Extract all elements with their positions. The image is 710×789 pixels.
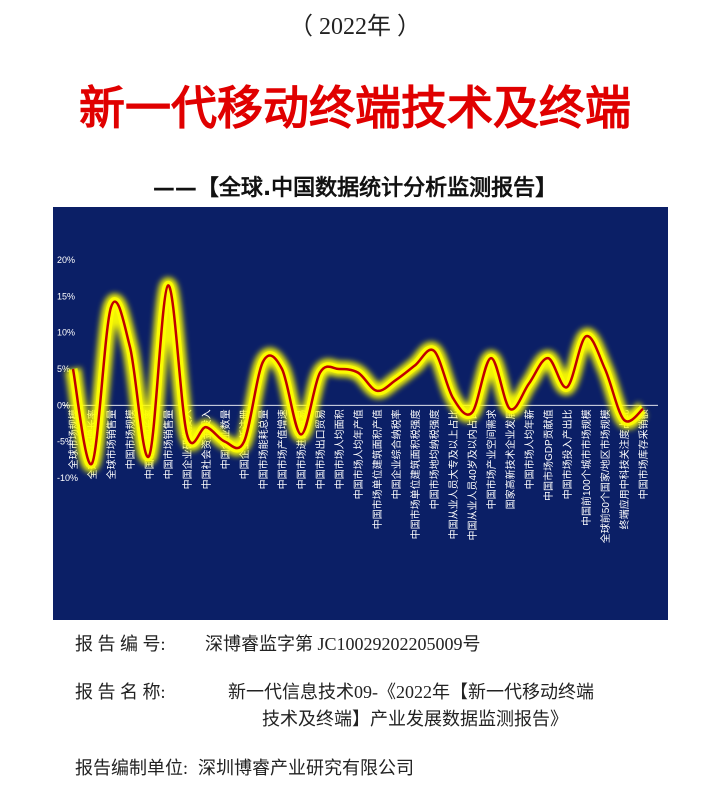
y-tick-label: -5% [57,437,73,447]
line [71,284,644,466]
x-tick-label: 中国市场销售量 [162,409,175,479]
x-tick-label: 中国市场人均年产值 [352,409,365,499]
x-tick-label: 中国市场库存采销额 [637,409,650,499]
report-number: 深博睿监字第 JC10029202205009号 [205,634,481,654]
x-tick-label: 全球前50个国家/地区市场规模 [599,409,612,543]
x-tick-label: 全球市场销售量 [105,409,118,479]
title: 新一代移动终端技术及终端 [79,83,631,134]
x-tick-label: 中国市场地均纳税强度 [428,409,441,509]
x-tick-label: 中国市场能耗总量 [257,409,270,489]
x-tick-label: 中国市场单位建筑面积税强度 [409,409,422,539]
x-tick-label: 终端应用中科技关注度占比 [618,409,631,529]
y-tick-label: 15% [57,291,75,301]
y-tick-label: 5% [57,364,70,374]
report-name-line: 新一代信息技术09-《2022年【新一代移动终端 [228,682,594,702]
x-tick-label: 中国前100个城市市场规模 [580,409,593,526]
x-tick-label: 中国从业人员40岁及以内占比 [466,409,479,540]
report-unit: 深圳博睿产业研究有限公司 [198,758,414,778]
report-name-line: 技术及终端】产业发展数据监测报告》 [262,709,568,729]
y-tick-label: -10% [57,473,78,483]
x-tick-label: 中国市场产业空间需求 [485,409,498,509]
x-tick-label: 中国从业人员大专及以上占比 [447,409,460,539]
report-number-label: 报 告 编 号: [75,634,166,654]
subtitle: ——【全球.中国数据统计分析监测报告】 [152,176,558,201]
x-tick-label: 国家高新技术企业发展 [504,409,517,509]
x-tick-label: 中国市场GDP贡献值 [542,409,555,501]
year: （ 2022年 ） [289,14,421,40]
x-tick-label: 中国市场产值增速 [276,409,289,489]
report-unit-label: 报告编制单位: [75,758,189,778]
x-tick-label: 中国市场人均面积 [333,409,346,489]
x-tick-label: 中国市场人均年薪 [523,409,536,489]
y-tick-label: 10% [57,328,75,338]
x-tick-label: 中国市场投入产出比 [561,409,574,499]
y-tick-label: 20% [57,255,75,265]
x-tick-label: 中国市场出口贸易 [314,409,327,489]
x-tick-label: 中国企业综合纳税率 [390,409,403,499]
chart: 20%15%10%5%0%-5%-10%全球市场规模 全球市场增长率 全球市场销售量… [53,207,668,620]
x-tick-label: 中国市场单位建筑面积产值 [371,409,384,529]
report-name-label: 报 告 名 称: [75,682,166,702]
